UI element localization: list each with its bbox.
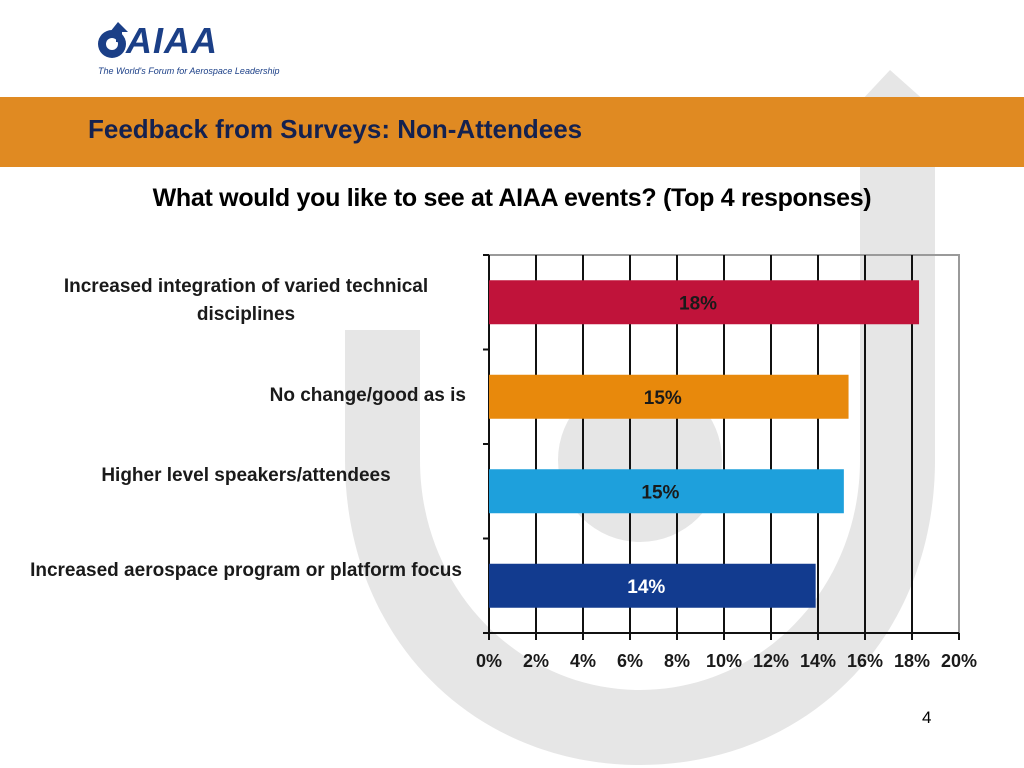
x-tick-label: 10% — [706, 651, 742, 671]
bar-4 — [489, 563, 816, 608]
page-number: 4 — [922, 708, 932, 727]
x-tick-label: 16% — [847, 651, 883, 671]
x-tick-label: 2% — [523, 651, 549, 671]
category-label-2: No change/good as is — [269, 384, 466, 406]
logo-text: AIAA — [126, 20, 218, 61]
slide-subtitle: What would you like to see at AIAA event… — [152, 184, 872, 212]
x-tick-label: 14% — [800, 651, 836, 671]
x-tick-label: 20% — [941, 651, 977, 671]
data-label-4: 14% — [627, 577, 665, 598]
data-label-2: 15% — [644, 388, 682, 409]
aiaa-logo: AIAA The World's Forum for Aerospace Lea… — [96, 18, 279, 80]
data-label-1: 18% — [679, 293, 717, 314]
category-label-3: Higher level speakers/attendees — [101, 465, 391, 487]
x-tick-label: 6% — [617, 651, 643, 671]
category-label-4: Increased aerospace program or platform … — [30, 559, 462, 581]
x-tick-label: 12% — [753, 651, 789, 671]
bar-1 — [489, 280, 920, 325]
slide-title: Feedback from Surveys: Non-Attendees — [88, 114, 583, 144]
bar-2 — [489, 374, 849, 419]
logo-tagline: The World's Forum for Aerospace Leadersh… — [98, 66, 280, 76]
category-label-1: Increased integration of varied technica… — [63, 276, 429, 326]
data-label-3: 15% — [641, 482, 679, 503]
x-tick-label: 0% — [476, 651, 502, 671]
x-tick-label: 4% — [570, 651, 596, 671]
bar-3 — [489, 469, 844, 514]
x-tick-label: 18% — [894, 651, 930, 671]
title-band — [0, 97, 1024, 167]
logo-emblem-icon — [98, 22, 128, 58]
x-tick-label: 8% — [664, 651, 690, 671]
